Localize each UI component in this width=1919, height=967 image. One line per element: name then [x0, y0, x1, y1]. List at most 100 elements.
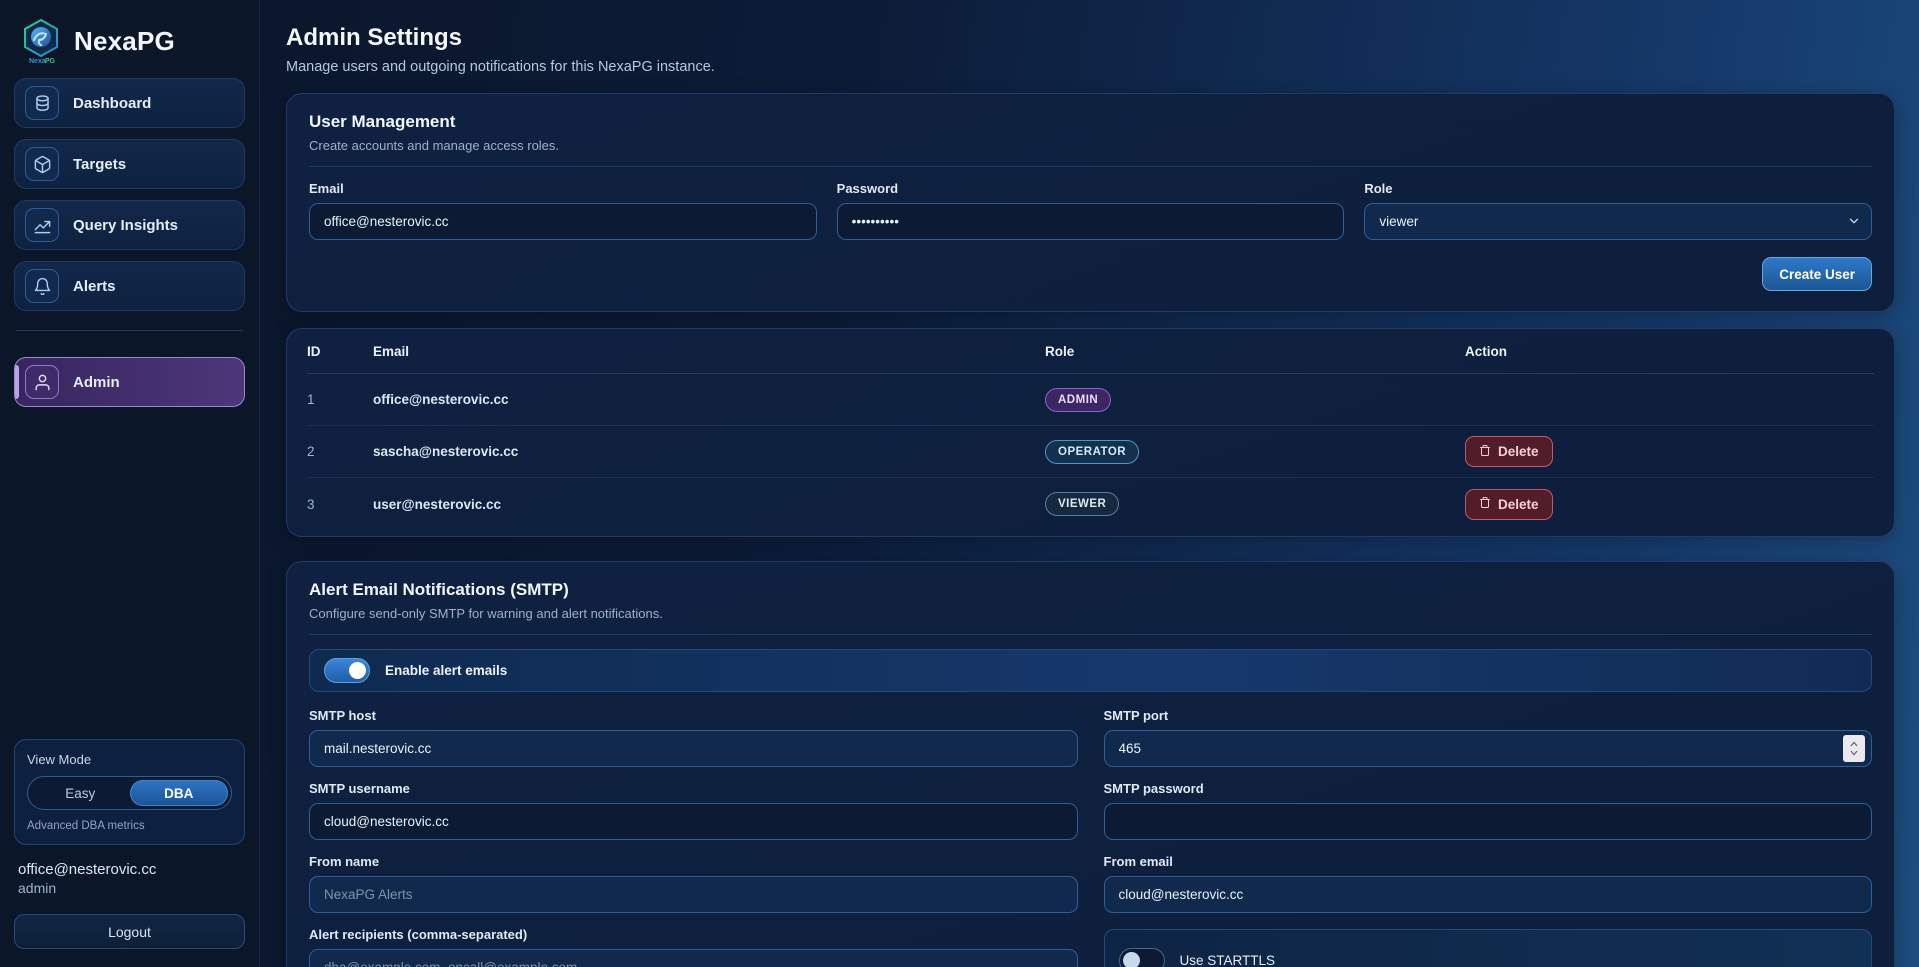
smtp-username-group: SMTP username — [309, 781, 1078, 840]
email-label: Email — [309, 181, 344, 196]
users-table-card: ID Email Role Action 1 office@nesterovic… — [286, 328, 1895, 537]
enable-alert-emails-row: Enable alert emails — [309, 649, 1872, 692]
user-management-title: User Management — [309, 112, 456, 131]
column-header-role: Role — [1045, 343, 1075, 359]
card-divider — [309, 634, 1872, 635]
smtp-card: Alert Email Notifications (SMTP) Configu… — [286, 561, 1895, 967]
sidebar-item-targets[interactable]: Targets — [14, 139, 245, 189]
role-badge: ADMIN — [1045, 387, 1112, 412]
view-mode-caption: Advanced DBA metrics — [27, 820, 145, 832]
svg-text:PG: PG — [45, 58, 56, 64]
smtp-username-field[interactable] — [309, 803, 1078, 840]
sidebar-item-label: Alerts — [73, 277, 116, 295]
password-label: Password — [836, 181, 899, 196]
role-select[interactable]: viewer — [1364, 203, 1872, 240]
from-email-group: From email — [1103, 854, 1872, 913]
alert-recipients-field[interactable] — [309, 949, 1078, 967]
user-id: 1 — [307, 392, 315, 407]
enable-alert-emails-label: Enable alert emails — [385, 663, 508, 678]
smtp-port-label: SMTP port — [1103, 708, 1169, 723]
delete-user-button[interactable]: Delete — [1465, 436, 1553, 467]
smtp-subtitle: Configure send-only SMTP for warning and… — [309, 606, 663, 621]
sidebar-item-label: Dashboard — [73, 94, 152, 112]
create-user-form: Email Password Role viewer — [309, 181, 1872, 240]
smtp-password-label: SMTP password — [1103, 781, 1204, 796]
user-management-subtitle: Create accounts and manage access roles. — [309, 138, 560, 153]
page-title: Admin Settings — [286, 24, 463, 51]
table-row: 1 office@nesterovic.cc ADMIN — [307, 374, 1874, 426]
column-header-action: Action — [1465, 343, 1507, 359]
smtp-host-group: SMTP host — [309, 708, 1078, 767]
email-field[interactable] — [309, 203, 817, 240]
user-management-card: User Management Create accounts and mana… — [286, 93, 1895, 312]
table-row: 2 sascha@nesterovic.cc OPERATOR Delete — [307, 426, 1874, 478]
role-field-group: Role viewer — [1364, 181, 1872, 240]
from-name-label: From name — [309, 854, 380, 869]
table-row: 3 user@nesterovic.cc VIEWER Delete — [307, 478, 1874, 530]
page-subtitle: Manage users and outgoing notifications … — [286, 59, 715, 75]
current-user-email: office@nesterovic.cc — [18, 861, 157, 878]
cube-icon — [25, 147, 59, 181]
smtp-username-label: SMTP username — [309, 781, 410, 796]
smtp-form-grid: SMTP host SMTP port SMTP username SMTP — [309, 708, 1872, 967]
user-id: 3 — [307, 496, 315, 512]
alert-recipients-group: Alert recipients (comma-separated) — [309, 927, 1078, 967]
smtp-title: Alert Email Notifications (SMTP) — [309, 580, 569, 599]
app-title: NexaPG — [74, 25, 175, 56]
sidebar-item-label: Targets — [73, 155, 127, 173]
users-table-header: ID Email Role Action — [307, 329, 1874, 374]
starttls-group: Use STARTTLS — [1103, 927, 1872, 967]
bell-icon — [25, 269, 59, 303]
view-mode-label: View Mode — [27, 752, 92, 767]
role-badge: OPERATOR — [1045, 439, 1140, 464]
smtp-password-group: SMTP password — [1103, 781, 1872, 840]
sidebar-item-dashboard[interactable]: Dashboard — [14, 78, 245, 128]
sidebar-item-query-insights[interactable]: Query Insights — [14, 200, 245, 250]
database-icon — [25, 86, 59, 120]
sidebar-item-admin[interactable]: Admin — [14, 357, 245, 407]
smtp-host-field[interactable] — [309, 730, 1078, 767]
view-mode-dba-button[interactable]: DBA — [129, 780, 228, 806]
nexapg-logo-icon: Nexa PG — [20, 18, 62, 65]
smtp-host-label: SMTP host — [309, 708, 376, 723]
from-email-label: From email — [1103, 854, 1173, 869]
view-mode-panel: View Mode Easy DBA Advanced DBA metrics — [14, 739, 245, 845]
number-spinner-icon[interactable] — [1843, 735, 1865, 762]
logout-button[interactable]: Logout — [14, 914, 245, 949]
current-user-role: admin — [18, 880, 57, 896]
from-email-field[interactable] — [1103, 876, 1872, 913]
trash-icon — [1479, 444, 1491, 460]
from-name-group: From name — [309, 854, 1078, 913]
sidebar-divider — [16, 330, 243, 331]
delete-user-button[interactable]: Delete — [1465, 488, 1553, 520]
smtp-port-field[interactable] — [1103, 730, 1872, 767]
smtp-port-group: SMTP port — [1103, 708, 1872, 767]
smtp-password-field[interactable] — [1103, 803, 1872, 840]
sidebar-item-label: Query Insights — [73, 216, 179, 234]
password-field-group: Password — [836, 181, 1345, 240]
chart-icon — [25, 208, 59, 242]
sidebar-item-label: Admin — [73, 373, 120, 391]
enable-alert-emails-toggle[interactable] — [324, 658, 370, 683]
sidebar-item-alerts[interactable]: Alerts — [14, 261, 245, 311]
starttls-row: Use STARTTLS — [1103, 929, 1872, 967]
trash-icon — [1479, 496, 1491, 512]
view-mode-easy-button[interactable]: Easy — [31, 780, 130, 806]
role-label: Role — [1364, 181, 1393, 196]
from-name-field[interactable] — [309, 876, 1078, 913]
brand: Nexa PG NexaPG — [14, 14, 245, 78]
sidebar: Nexa PG NexaPG Dashboard Targets Query I… — [0, 0, 260, 967]
role-badge: VIEWER — [1045, 492, 1120, 516]
sidebar-spacer — [14, 418, 245, 739]
password-field[interactable] — [836, 203, 1345, 240]
view-mode-segmented-control: Easy DBA — [27, 776, 232, 810]
create-user-button-row: Create User — [309, 257, 1872, 291]
use-starttls-toggle[interactable] — [1118, 947, 1165, 967]
svg-text:Nexa: Nexa — [29, 58, 46, 64]
card-divider — [309, 166, 1872, 167]
column-header-id: ID — [307, 343, 321, 359]
create-user-button[interactable]: Create User — [1762, 257, 1872, 291]
alert-recipients-label: Alert recipients (comma-separated) — [309, 927, 528, 942]
user-icon — [25, 365, 59, 399]
column-header-email: Email — [373, 343, 410, 359]
